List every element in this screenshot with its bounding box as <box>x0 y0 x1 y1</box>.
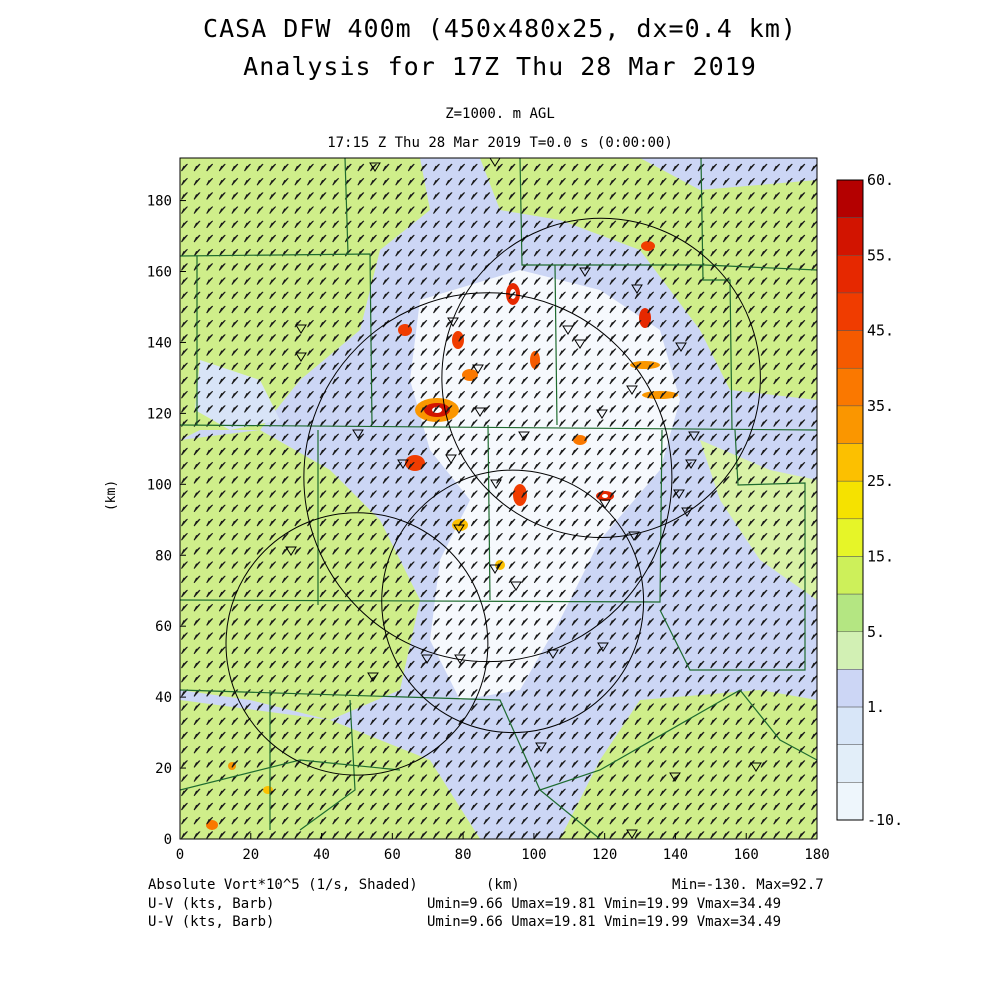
x-tick-label: 120 <box>592 847 617 863</box>
colorbar-label: -10. <box>867 811 903 829</box>
vort-max <box>513 484 527 506</box>
field-region-blue <box>195 360 280 430</box>
colorbar-label: 15. <box>867 547 894 565</box>
map-field <box>180 158 817 839</box>
field-label: Absolute Vort*10^5 (1/s, Shaded) <box>148 877 418 893</box>
colorbar-label: 1. <box>867 698 885 716</box>
colorbar-swatch <box>836 292 864 331</box>
x-axis-label: (km) <box>486 877 520 893</box>
station-markers <box>285 158 762 839</box>
y-tick-label: 100 <box>147 477 172 493</box>
x-tick-label: 0 <box>176 847 184 863</box>
colorbar-label: 35. <box>867 397 894 415</box>
y-tick-label: 80 <box>155 548 172 564</box>
colorbar-swatch <box>836 405 864 444</box>
vort-max <box>452 331 464 349</box>
y-axis-ticks: 0 20 40 60 80 100 120 140 160 180 <box>147 194 186 848</box>
x-tick-label: 160 <box>734 847 759 863</box>
colorbar-swatch <box>836 556 864 595</box>
colorbar-label: 5. <box>867 623 885 641</box>
colorbar-swatch <box>836 443 864 482</box>
y-tick-label: 160 <box>147 265 172 281</box>
x-tick-label: 60 <box>384 847 401 863</box>
field-region-green <box>480 158 817 400</box>
colorbar-swatch <box>836 255 864 294</box>
x-tick-label: 20 <box>242 847 259 863</box>
vort-max <box>206 820 218 830</box>
colorbar-label: 55. <box>867 246 894 264</box>
colorbar-swatch <box>836 367 864 407</box>
title-line-2: Analysis for 17Z Thu 28 Mar 2019 <box>243 52 757 81</box>
field-region-green <box>180 430 420 720</box>
min-max-label: Min=-130. Max=92.7 <box>672 877 824 893</box>
title-line-1: CASA DFW 400m (450x480x25, dx=0.4 km) <box>203 14 797 43</box>
uv-stats-2: Umin=9.66 Umax=19.81 Vmin=19.99 Vmax=34.… <box>427 914 782 930</box>
range-ring <box>225 512 489 776</box>
colorbar-label: 45. <box>867 322 894 340</box>
colorbar-swatch <box>836 179 864 218</box>
field-region-green <box>180 158 430 440</box>
y-tick-label: 20 <box>155 761 172 777</box>
colorbar-label: 60. <box>867 171 894 189</box>
plot-frame <box>179 157 818 840</box>
time-label: 17:15 Z Thu 28 Mar 2019 T=0.0 s (0:00:00… <box>327 135 673 151</box>
uv-barb-label-2: U-V (kts, Barb) <box>148 914 275 930</box>
colorbar-swatch <box>836 518 864 557</box>
colorbar-swatch <box>836 330 864 369</box>
uv-barb-label-1: U-V (kts, Barb) <box>148 896 275 912</box>
x-tick-label: 140 <box>663 847 688 863</box>
range-ring <box>441 217 761 539</box>
vort-max <box>573 435 587 445</box>
vort-max <box>462 369 478 381</box>
colorbar-swatch <box>836 217 864 256</box>
level-label: Z=1000. m AGL <box>445 106 555 122</box>
y-tick-label: 180 <box>147 194 172 210</box>
colorbar-swatch <box>836 744 864 783</box>
field-region-green <box>180 700 480 839</box>
colorbar-label: 25. <box>867 472 894 490</box>
x-tick-label: 180 <box>804 847 829 863</box>
range-ring <box>303 292 673 663</box>
colorbar-frame <box>836 179 864 821</box>
y-tick-label: 120 <box>147 406 172 422</box>
x-axis-ticks: 0 20 40 60 80 100 120 140 160 180 <box>176 833 830 863</box>
vort-max-core <box>602 494 608 498</box>
y-tick-label: 40 <box>155 690 172 706</box>
x-tick-label: 80 <box>455 847 472 863</box>
radar-range-rings <box>225 217 761 776</box>
colorbar-swatch <box>836 593 864 633</box>
colorbar-swatch <box>836 706 864 745</box>
colorbar-swatch <box>836 631 864 670</box>
y-tick-label: 140 <box>147 335 172 351</box>
vort-max <box>641 241 655 251</box>
colorbar: 60. 55. 45. 35. 25. 15. 5. 1. -10. <box>836 171 903 829</box>
uv-stats-1: Umin=9.66 Umax=19.81 Vmin=19.99 Vmax=34.… <box>427 896 782 912</box>
colorbar-swatch <box>836 782 864 821</box>
y-tick-label: 0 <box>164 832 172 848</box>
x-tick-label: 100 <box>521 847 546 863</box>
vort-max <box>530 351 540 369</box>
colorbar-swatch <box>836 480 864 520</box>
range-ring <box>381 469 645 734</box>
x-tick-label: 40 <box>313 847 330 863</box>
colorbar-swatch <box>836 669 864 708</box>
county-boundaries <box>180 158 817 839</box>
y-tick-label: 60 <box>155 619 172 635</box>
